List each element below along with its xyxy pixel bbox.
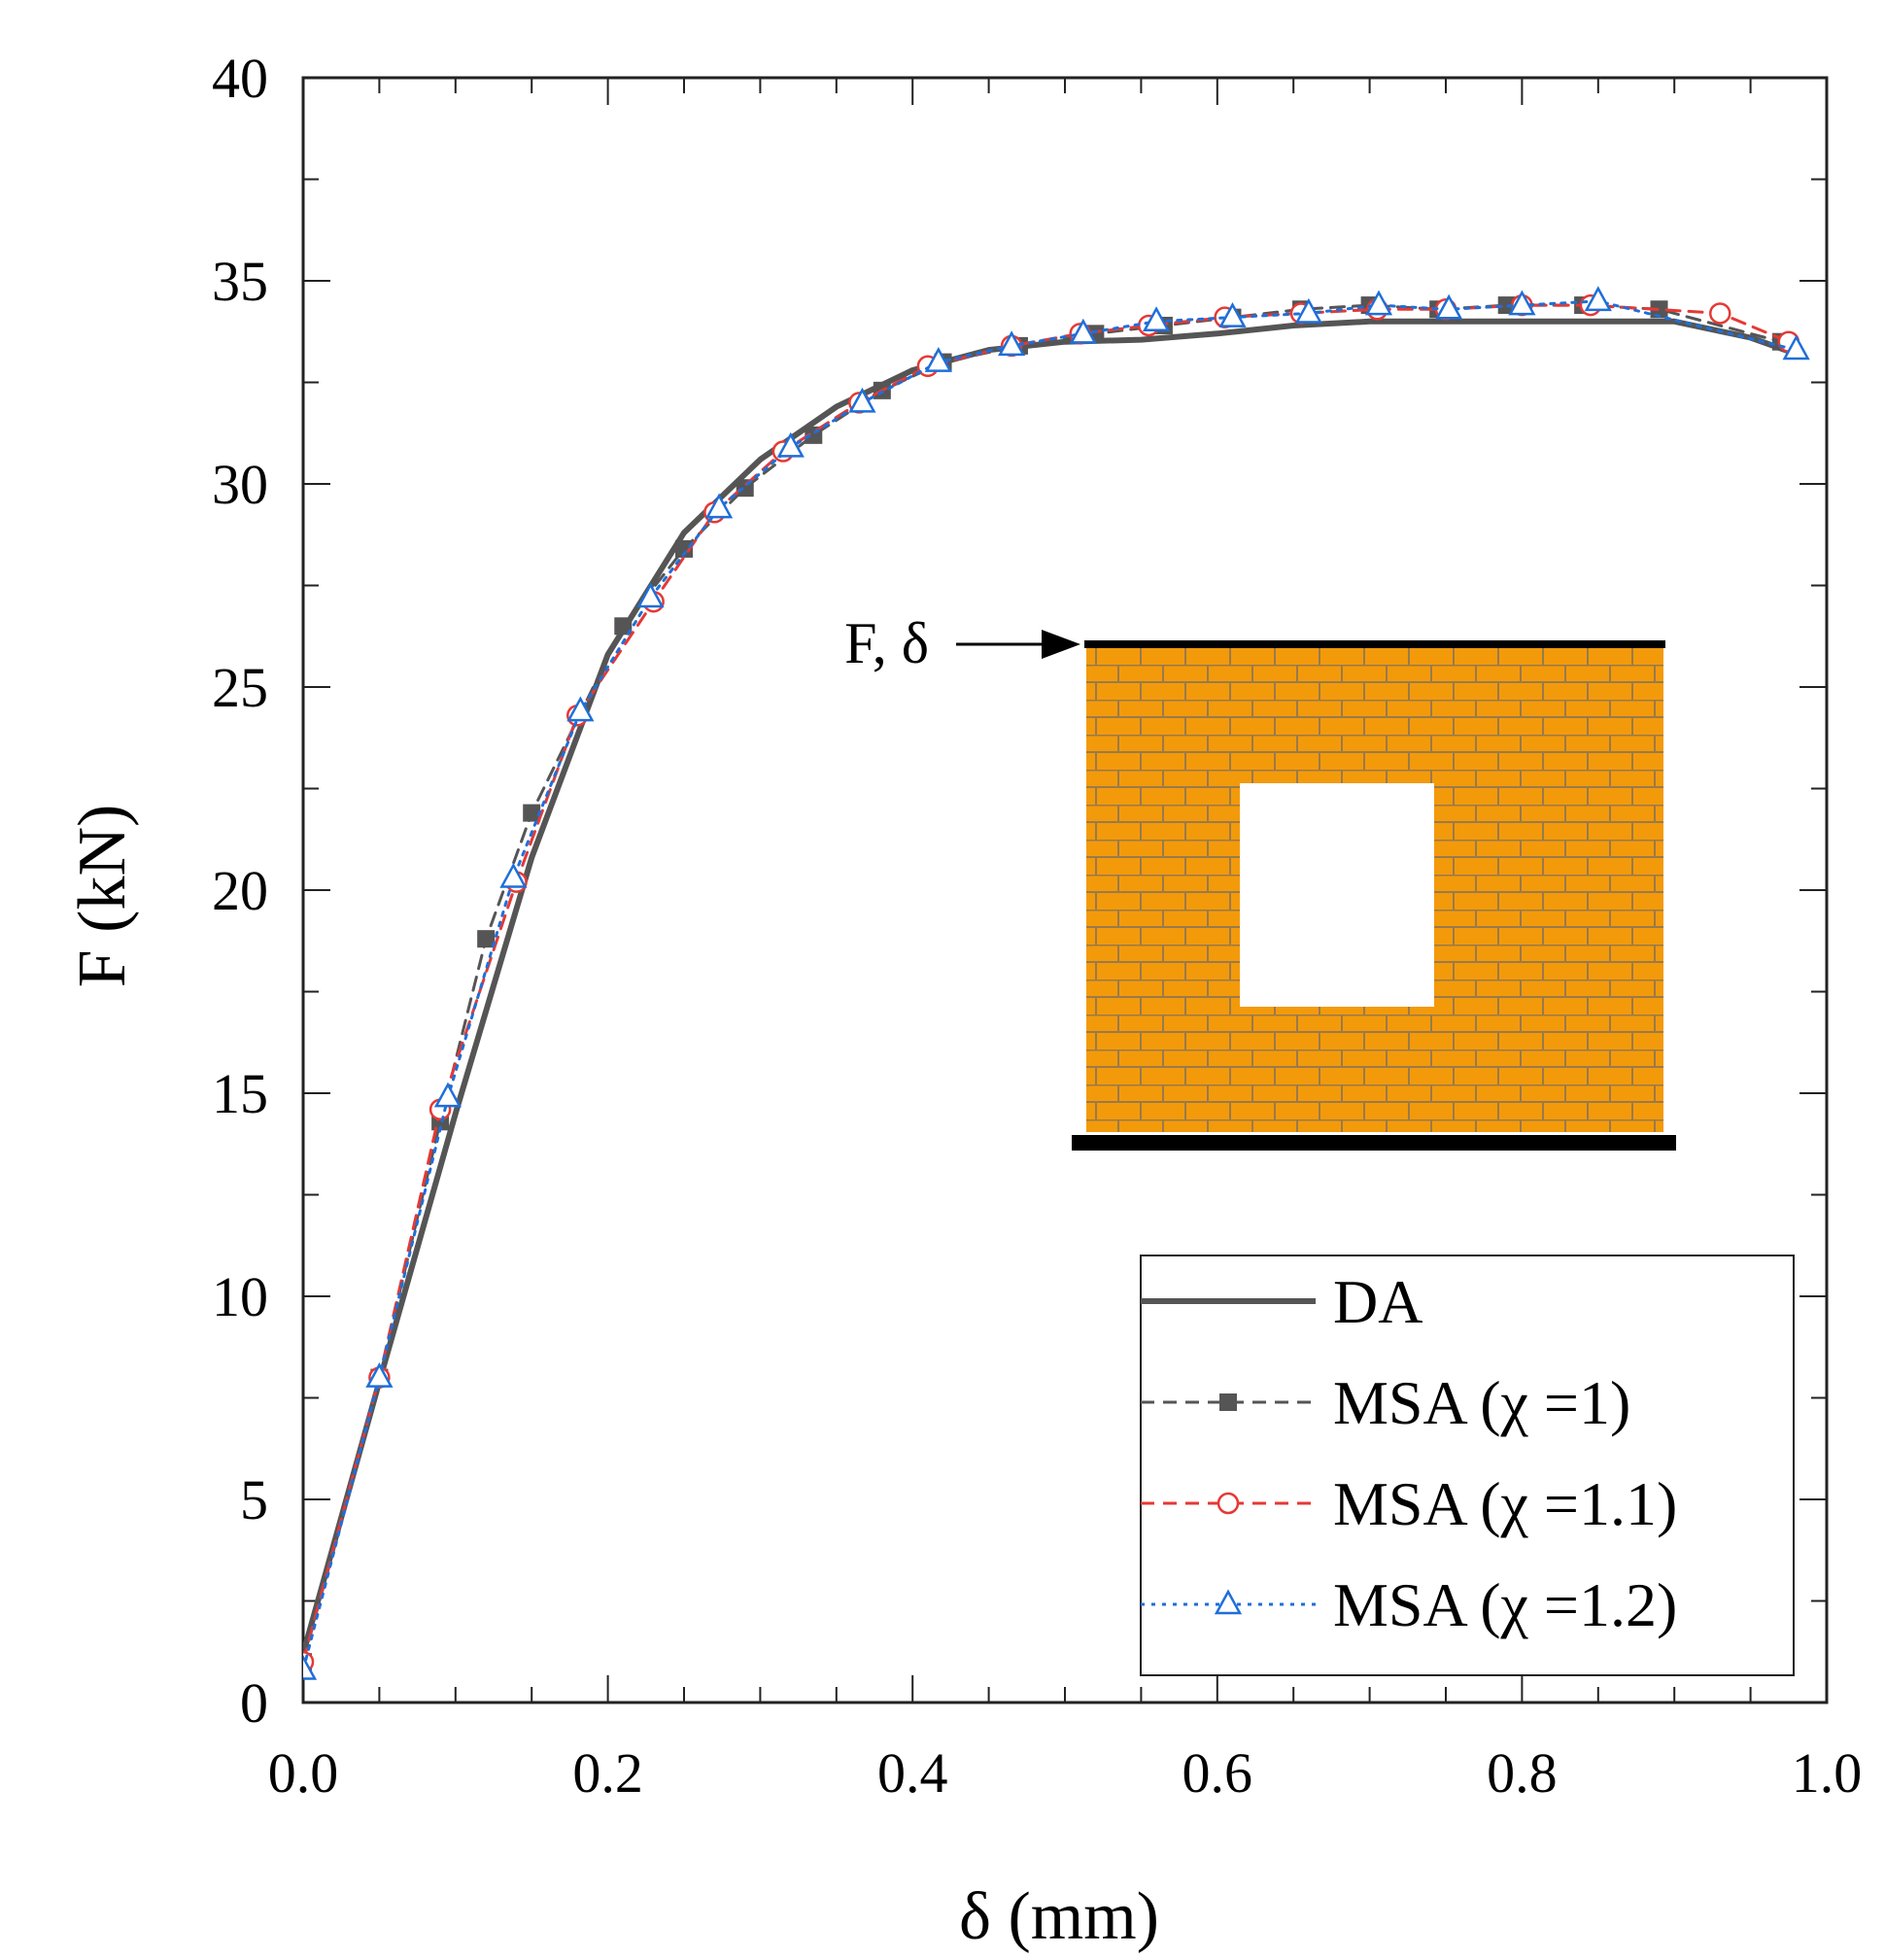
series-line [303,318,1799,1657]
data-point [303,1654,318,1680]
y-tick-label: 20 [212,859,268,922]
data-point [1782,334,1810,361]
data-point [675,539,693,558]
x-axis-title: δ (mm) [959,1879,1159,1954]
legend-marker [1219,1393,1237,1411]
legend-label: MSA (χ =1.2) [1333,1570,1677,1639]
data-point [1294,297,1322,324]
data-point [924,346,952,372]
data-point [1142,306,1171,332]
y-tick-label: 35 [212,250,268,313]
base-beam [1072,1135,1676,1151]
data-point [477,930,496,948]
load-arrow-icon [1042,630,1080,659]
y-tick-label: 15 [212,1062,268,1125]
legend-label: MSA (χ =1) [1333,1368,1630,1437]
series-3 [303,286,1810,1680]
data-point [848,387,876,413]
series-layer [303,286,1810,1680]
data-point [365,1361,394,1388]
axis-ticks [302,77,1828,1703]
data-point [776,431,805,458]
y-tick-label: 25 [212,656,268,719]
data-point [614,617,633,636]
legend-marker [1214,1589,1243,1615]
x-tick-label: 0.2 [572,1741,643,1805]
data-point [636,582,665,608]
y-tick-label: 5 [240,1468,268,1531]
x-tick-label: 0.8 [1487,1741,1558,1805]
x-tick-label: 1.0 [1792,1741,1863,1805]
x-tick-labels: 0.0 0.2 0.4 0.6 0.8 1.0 [268,1741,1863,1805]
data-point [1508,290,1536,316]
wall-opening [1240,783,1434,1007]
y-tick-labels: 0 5 10 15 20 25 30 35 40 [212,47,268,1735]
y-tick-label: 40 [212,47,268,110]
data-point [998,330,1026,357]
y-axis-title: F (kN) [65,805,140,988]
legend-marker [1217,1492,1240,1515]
y-tick-label: 30 [212,453,268,516]
data-point [1584,286,1612,312]
legend-label: DA [1333,1267,1422,1336]
data-point [1435,293,1463,320]
x-tick-label: 0.4 [877,1741,948,1805]
data-point [1364,290,1393,316]
data-point [704,493,734,519]
data-point [1218,302,1247,327]
x-tick-label: 0.0 [268,1741,339,1805]
wall-inset-diagram: F, δ [844,611,1676,1151]
data-point [523,804,541,822]
x-tick-label: 0.6 [1182,1741,1253,1805]
legend: DA MSA (χ =1) MSA (χ =1.1) MSA (χ =1.2) [1140,1255,1795,1676]
data-point [433,1082,463,1108]
data-point [499,862,528,888]
series-line [303,299,1799,1672]
series-0 [303,318,1799,1657]
data-point [1069,318,1097,344]
y-tick-label: 0 [240,1671,268,1735]
load-label: F, δ [844,611,929,675]
y-tick-label: 10 [212,1265,268,1328]
top-beam [1084,640,1665,648]
legend-label: MSA (χ =1.1) [1333,1469,1677,1538]
data-point [566,696,595,722]
data-point [1708,302,1731,325]
